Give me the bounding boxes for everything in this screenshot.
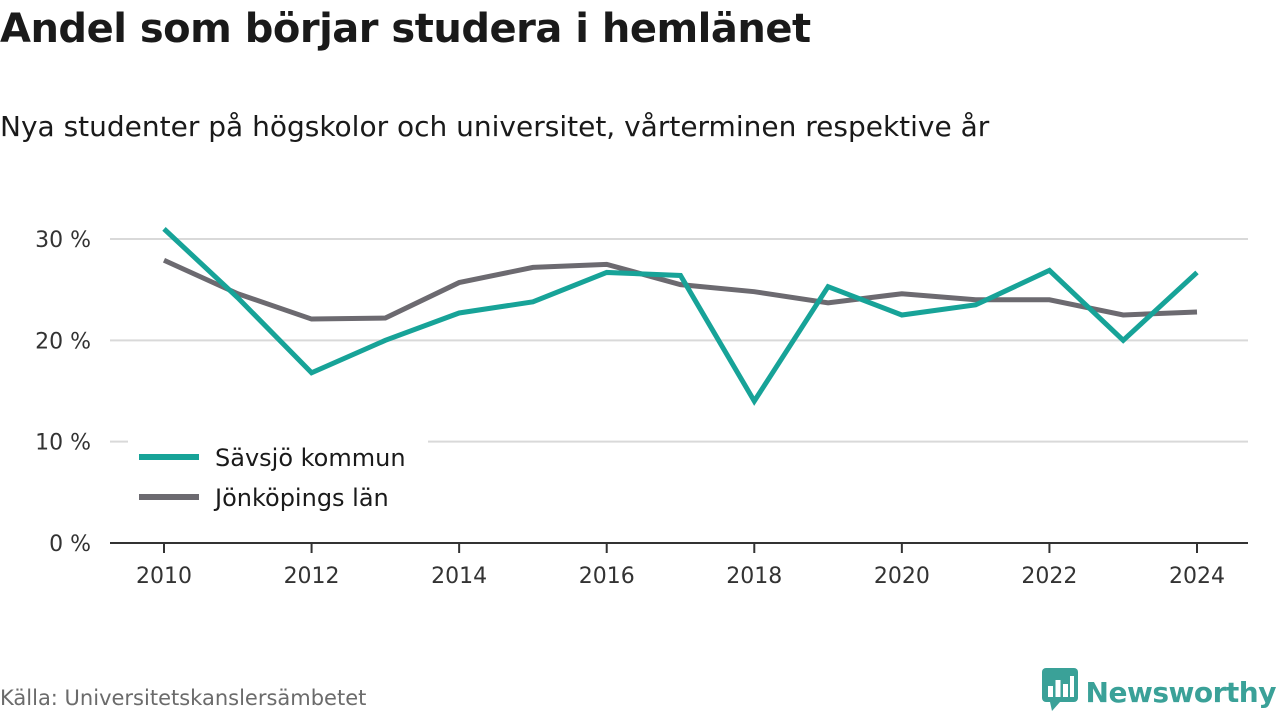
brand-name: Newsworthy bbox=[1085, 675, 1277, 709]
source-note: Källa: Universitetskanslersämbetet bbox=[0, 686, 367, 710]
y-tick-label: 10 % bbox=[35, 431, 91, 456]
legend: Sävsjö kommun Jönköpings län bbox=[128, 436, 428, 522]
series-lines bbox=[162, 227, 1199, 406]
legend-background bbox=[128, 436, 428, 522]
x-tick-label: 2014 bbox=[431, 564, 487, 589]
x-tick-label: 2018 bbox=[726, 564, 782, 589]
x-tick-label: 2020 bbox=[874, 564, 930, 589]
y-axis: 0 % 10 % 20 % 30 % bbox=[35, 228, 91, 557]
series-line-savsjo bbox=[162, 227, 1199, 406]
x-tick-label: 2022 bbox=[1021, 564, 1077, 589]
x-tick-label: 2010 bbox=[136, 564, 192, 589]
x-tick-label: 2024 bbox=[1169, 564, 1225, 589]
bar-chart-speech-bubble-icon bbox=[1041, 668, 1078, 716]
y-tick-label: 20 % bbox=[35, 329, 91, 354]
chart-title: Andel som börjar studera i hemlänet bbox=[0, 6, 811, 52]
legend-label: Sävsjö kommun bbox=[215, 444, 406, 472]
series-line-jonkoping bbox=[162, 258, 1198, 322]
y-tick-label: 30 % bbox=[35, 228, 91, 253]
chart-subtitle: Nya studenter på högskolor och universit… bbox=[0, 110, 990, 143]
legend-label: Jönköpings län bbox=[213, 484, 389, 512]
x-tick-label: 2012 bbox=[284, 564, 340, 589]
brand-logo[interactable]: Newsworthy bbox=[1041, 668, 1277, 716]
x-axis: 2010 2012 2014 2016 2018 2020 2022 2024 bbox=[110, 542, 1248, 589]
y-tick-label: 0 % bbox=[49, 532, 91, 557]
x-tick-label: 2016 bbox=[579, 564, 635, 589]
